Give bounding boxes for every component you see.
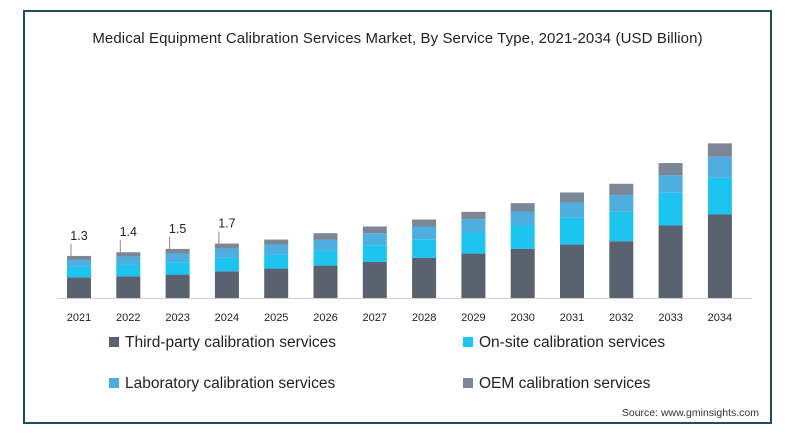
bar-2030-series-2 <box>510 225 535 249</box>
bar-2023-series-2 <box>165 262 190 275</box>
bar-2022-series-4 <box>116 252 141 257</box>
x-tick-label: 2024 <box>215 312 239 324</box>
bar-2021-series-2 <box>67 266 91 278</box>
x-tick-label: 2033 <box>658 312 682 324</box>
bar-2031-series-2 <box>560 217 584 245</box>
x-tick-label: 2028 <box>412 312 436 324</box>
x-tick-label: 2027 <box>363 312 387 324</box>
bar-2029-series-1 <box>461 253 486 298</box>
data-label: 1.3 <box>70 229 87 243</box>
bar-2033-series-1 <box>658 225 683 298</box>
legend-swatch <box>109 337 119 347</box>
x-tick-label: 2031 <box>560 312 584 324</box>
bar-2033-series-2 <box>658 192 683 226</box>
bar-2033-series-3 <box>658 175 683 193</box>
bar-2034-series-2 <box>707 177 732 215</box>
data-label: 1.4 <box>120 225 137 239</box>
bar-2028-series-3 <box>412 226 437 240</box>
bar-2032-series-4 <box>609 183 634 196</box>
bar-2024-series-2 <box>214 257 239 272</box>
legend-swatch <box>463 337 473 347</box>
source-note: Source: www.gminsights.com <box>621 407 759 419</box>
chart-frame <box>23 10 772 424</box>
bar-2034-series-1 <box>707 214 732 298</box>
x-tick-label: 2029 <box>461 312 485 324</box>
bar-2022-series-2 <box>116 264 141 277</box>
legend-label: Laboratory calibration services <box>125 375 335 392</box>
bar-2025-series-3 <box>264 244 289 255</box>
bar-2031-series-1 <box>560 244 584 298</box>
bar-2032-series-2 <box>609 211 634 242</box>
bar-2027-series-3 <box>362 233 387 246</box>
bar-2023-series-1 <box>165 274 190 298</box>
x-tick-label: 2030 <box>510 312 534 324</box>
legend-swatch <box>463 378 473 388</box>
bar-2030-series-3 <box>510 211 535 226</box>
bar-2027-series-1 <box>362 261 387 298</box>
bar-2026-series-1 <box>313 265 338 298</box>
bar-2033-series-4 <box>658 163 683 176</box>
legend-label: Third-party calibration services <box>125 334 336 351</box>
data-label: 1.7 <box>218 217 235 231</box>
bar-2029-series-2 <box>461 232 486 254</box>
bar-2032-series-1 <box>609 241 634 298</box>
legend-label: On-site calibration services <box>479 334 665 351</box>
bar-2021-series-4 <box>67 255 91 260</box>
chart-title: Medical Equipment Calibration Services M… <box>92 30 703 47</box>
x-tick-label: 2025 <box>264 312 288 324</box>
bar-2024-series-1 <box>214 271 239 298</box>
bar-2031-series-4 <box>560 192 584 203</box>
bar-2027-series-2 <box>362 245 387 262</box>
x-tick-label: 2021 <box>67 312 91 324</box>
bar-2026-series-2 <box>313 250 338 266</box>
bar-2025-series-1 <box>264 268 289 298</box>
bar-2026-series-3 <box>313 239 338 251</box>
bar-2028-series-2 <box>412 239 437 258</box>
bar-2021-series-3 <box>67 259 91 267</box>
bar-2031-series-3 <box>560 202 584 218</box>
bar-2022-series-3 <box>116 256 141 265</box>
x-tick-label: 2026 <box>313 312 337 324</box>
bar-2029-series-3 <box>461 219 486 233</box>
bar-2027-series-4 <box>362 226 387 234</box>
bar-2030-series-4 <box>510 203 535 212</box>
bar-2026-series-4 <box>313 233 338 240</box>
data-label: 1.5 <box>169 222 186 236</box>
bar-2025-series-4 <box>264 239 289 245</box>
bar-2030-series-1 <box>510 248 535 298</box>
bar-2032-series-3 <box>609 195 634 212</box>
x-tick-label: 2032 <box>609 312 633 324</box>
x-tick-label: 2034 <box>708 312 732 324</box>
bar-2023-series-3 <box>165 253 190 263</box>
bar-2028-series-1 <box>412 257 437 298</box>
bar-2024-series-4 <box>214 243 239 249</box>
bar-2034-series-3 <box>707 156 732 178</box>
bar-2021-series-1 <box>67 277 91 298</box>
bar-2022-series-1 <box>116 276 141 298</box>
bar-2023-series-4 <box>165 248 190 254</box>
bar-2029-series-4 <box>461 211 486 220</box>
legend-label: OEM calibration services <box>479 375 651 392</box>
x-tick-label: 2022 <box>116 312 140 324</box>
bar-2025-series-2 <box>264 254 289 269</box>
x-tick-label: 2023 <box>165 312 189 324</box>
bar-2034-series-4 <box>707 143 732 157</box>
legend-swatch <box>109 378 119 388</box>
bar-2024-series-3 <box>214 248 239 258</box>
bar-2028-series-4 <box>412 219 437 227</box>
